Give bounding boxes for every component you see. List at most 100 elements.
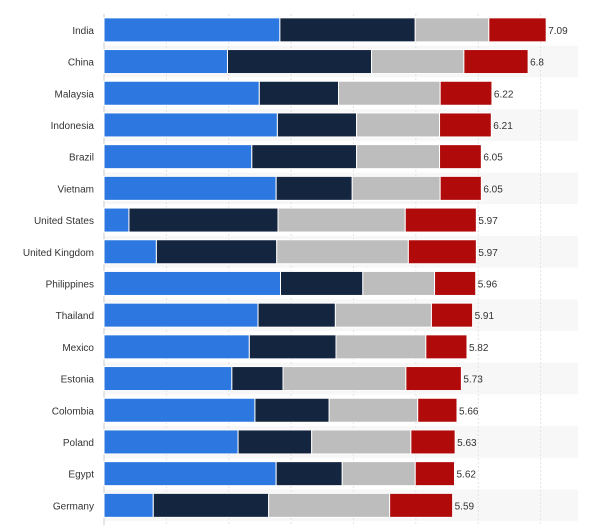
category-label: Philippines — [46, 279, 94, 290]
bar-segment[interactable] — [248, 334, 337, 360]
category-label: United States — [34, 216, 94, 227]
bar-segment[interactable] — [276, 239, 409, 265]
bar-segment[interactable] — [103, 80, 260, 106]
bar-segment[interactable] — [103, 144, 253, 170]
bar-segment[interactable] — [103, 239, 157, 265]
bar-segment[interactable] — [280, 270, 364, 296]
bar-segment[interactable] — [103, 397, 256, 423]
category-label: Germany — [53, 501, 94, 512]
bar-segment[interactable] — [488, 17, 547, 43]
category-label: China — [68, 58, 95, 69]
bar-segment[interactable] — [275, 175, 353, 201]
bar-segment[interactable] — [103, 366, 233, 392]
bar-segment[interactable] — [231, 366, 284, 392]
bar-segment[interactable] — [404, 207, 477, 233]
bar-segment[interactable] — [128, 207, 279, 233]
bar-segment[interactable] — [103, 270, 282, 296]
bar-segment[interactable] — [103, 49, 228, 75]
bar-segment[interactable] — [258, 80, 340, 106]
total-label: 6.05 — [483, 153, 503, 164]
total-label: 5.91 — [475, 311, 495, 322]
bar-segment[interactable] — [356, 144, 441, 170]
bar-segment[interactable] — [417, 397, 458, 423]
category-label: Vietnam — [57, 184, 94, 195]
bar-segment[interactable] — [439, 80, 493, 106]
bar-segment[interactable] — [251, 144, 358, 170]
category-label: Brazil — [69, 153, 94, 164]
bar-segment[interactable] — [103, 207, 130, 233]
bar-segment[interactable] — [275, 461, 343, 487]
total-label: 6.22 — [494, 89, 514, 100]
total-label: 5.97 — [478, 248, 498, 259]
category-label: United Kingdom — [23, 248, 94, 259]
bar-segment[interactable] — [155, 239, 278, 265]
total-label: 5.82 — [469, 343, 489, 354]
bars — [103, 17, 547, 518]
bar-segment[interactable] — [279, 17, 416, 43]
bar-segment[interactable] — [277, 207, 406, 233]
total-label: 5.63 — [457, 438, 477, 449]
bar-segment[interactable] — [152, 492, 270, 518]
bar-segment[interactable] — [257, 302, 336, 328]
total-label: 5.96 — [478, 279, 498, 290]
bar-segment[interactable] — [335, 334, 427, 360]
bar-segment[interactable] — [268, 492, 391, 518]
category-label: Indonesia — [51, 121, 95, 132]
total-label: 5.62 — [457, 470, 477, 481]
bar-segment[interactable] — [103, 429, 239, 455]
category-label: Malaysia — [55, 89, 95, 100]
bar-segment[interactable] — [425, 334, 468, 360]
bar-segment[interactable] — [103, 112, 278, 138]
bar-segment[interactable] — [439, 175, 482, 201]
total-label: 6.8 — [530, 58, 544, 69]
category-labels: India China Malaysia Indonesia Brazil Vietnam… — [23, 26, 95, 512]
category-label: Colombia — [52, 406, 95, 417]
bar-segment[interactable] — [351, 175, 441, 201]
bar-segment[interactable] — [463, 49, 529, 75]
total-labels: 7.09 6.8 6.22 6.21 6.05 6.05 5.97 5.97 5.96 5.91 5… — [455, 26, 568, 512]
bar-segment[interactable] — [371, 49, 465, 75]
bar-segment[interactable] — [341, 461, 416, 487]
category-label: Thailand — [56, 311, 94, 322]
bar-segment[interactable] — [389, 492, 454, 518]
bar-segment[interactable] — [407, 239, 477, 265]
bar-segment[interactable] — [328, 397, 419, 423]
bar-segment[interactable] — [103, 302, 259, 328]
bar-segment[interactable] — [103, 175, 277, 201]
category-label: India — [72, 26, 94, 37]
bar-segment[interactable] — [439, 112, 492, 138]
bar-segment[interactable] — [237, 429, 313, 455]
total-label: 6.21 — [493, 121, 513, 132]
total-label: 5.66 — [459, 406, 479, 417]
bar-segment[interactable] — [414, 17, 490, 43]
bar-segment[interactable] — [276, 112, 358, 138]
bar-segment[interactable] — [254, 397, 330, 423]
bar-segment[interactable] — [430, 302, 474, 328]
bar-segment[interactable] — [282, 366, 407, 392]
total-label: 5.73 — [463, 375, 483, 386]
bar-segment[interactable] — [439, 144, 482, 170]
bar-segment[interactable] — [338, 80, 441, 106]
total-label: 5.59 — [455, 501, 475, 512]
bar-segment[interactable] — [226, 49, 373, 75]
bar-segment[interactable] — [414, 461, 456, 487]
bar-segment[interactable] — [334, 302, 432, 328]
category-label: Estonia — [61, 375, 95, 386]
bar-segment[interactable] — [410, 429, 456, 455]
category-label: Egypt — [68, 470, 94, 481]
bar-segment[interactable] — [103, 461, 277, 487]
total-label: 6.05 — [483, 184, 503, 195]
total-label: 5.97 — [478, 216, 498, 227]
bar-segment[interactable] — [311, 429, 412, 455]
bar-segment[interactable] — [434, 270, 477, 296]
total-label: 7.09 — [548, 26, 568, 37]
bar-segment[interactable] — [103, 492, 154, 518]
category-label: Mexico — [62, 343, 94, 354]
category-label: Poland — [63, 438, 94, 449]
bar-segment[interactable] — [356, 112, 441, 138]
bar-segment[interactable] — [362, 270, 436, 296]
bar-segment[interactable] — [103, 17, 281, 43]
bar-segment[interactable] — [405, 366, 462, 392]
bar-segment[interactable] — [103, 334, 250, 360]
